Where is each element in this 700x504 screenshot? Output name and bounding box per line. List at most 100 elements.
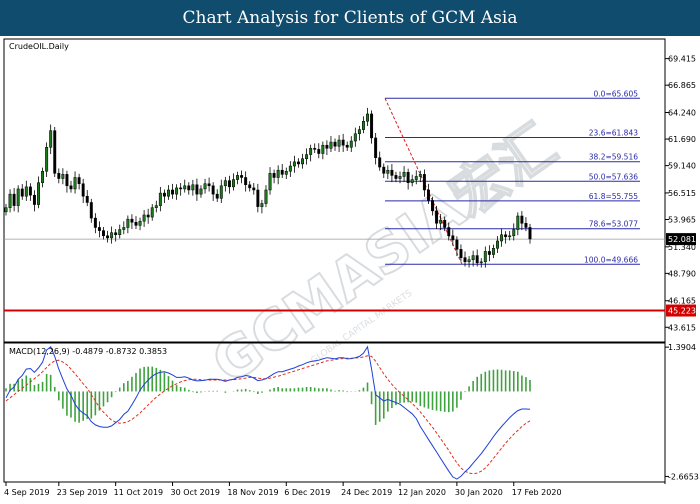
- candle-body: [341, 139, 345, 146]
- candle-body: [53, 130, 57, 174]
- candle-body: [390, 169, 394, 176]
- macd-title: MACD(12,26,9) -0.4879 -0.8732 0.3853: [9, 347, 167, 356]
- macd-tick-label: 1.3904: [668, 343, 696, 352]
- candle-body: [138, 220, 142, 226]
- candle-body: [215, 193, 219, 199]
- candle-body: [77, 177, 81, 184]
- candle-body: [199, 188, 203, 195]
- candle-body: [382, 166, 386, 174]
- price-tick-label: 48.790: [668, 269, 696, 278]
- candle-body: [349, 140, 353, 148]
- price-tick-label: 46.165: [668, 297, 696, 306]
- support-price-badge: [666, 304, 696, 317]
- candle-body: [467, 259, 471, 263]
- candle-body: [195, 184, 199, 195]
- candle-body: [378, 157, 382, 168]
- candle-body: [16, 188, 20, 206]
- candle-body: [361, 121, 365, 130]
- candle-body: [479, 261, 483, 264]
- candle-body: [272, 173, 276, 178]
- macd-indicator: 1.3904 -2.6653: [5, 343, 699, 481]
- candle-body: [102, 230, 105, 237]
- price-tick-label: 56.515: [668, 189, 696, 198]
- candle-body: [130, 218, 134, 223]
- candle-body: [443, 219, 447, 228]
- candle-body: [386, 169, 390, 174]
- candle-body: [321, 144, 325, 154]
- candle-body: [374, 137, 378, 158]
- candle-body: [183, 185, 187, 190]
- candle-body: [134, 222, 138, 226]
- candle-body: [305, 154, 309, 159]
- candle-body: [81, 183, 85, 197]
- candle-body: [292, 161, 296, 167]
- fib-level-label: 78.6=53.077: [589, 220, 638, 229]
- candle-body: [366, 113, 369, 122]
- candle-body: [491, 248, 495, 255]
- candle-body: [496, 240, 499, 249]
- candle-body: [357, 129, 361, 135]
- candle-body: [394, 175, 398, 179]
- candle-body: [337, 139, 341, 147]
- fibonacci-retracement: 0.0=65.605 23.6=61.843 38.2=59.516 50.0=57.…: [384, 89, 640, 265]
- candle-body: [524, 223, 528, 228]
- candle-body: [89, 202, 93, 219]
- candle-body: [37, 182, 40, 205]
- candle-body: [244, 177, 248, 186]
- candle-body: [455, 239, 459, 250]
- candle-body: [475, 255, 479, 264]
- fib-level-label: 0.0=65.605: [594, 89, 639, 98]
- candle-body: [398, 176, 402, 179]
- time-tick-label: 4 Sep 2019: [4, 488, 50, 497]
- candle-body: [500, 234, 504, 242]
- axes: 69.415 66.865 64.240 61.690 59.140 56.515 53.9…: [4, 55, 696, 497]
- candle-body: [284, 170, 288, 175]
- macd-tick-label: -2.6653: [668, 472, 699, 481]
- candle-body: [240, 175, 244, 178]
- candle-body: [158, 192, 162, 206]
- time-tick-label: 11 Oct 2019: [114, 488, 163, 497]
- candle-body: [463, 257, 467, 263]
- candle-body: [150, 207, 154, 218]
- candle-body: [483, 251, 487, 263]
- current-price-badge: [666, 233, 696, 246]
- macd-line: [5, 345, 531, 480]
- page-header: Chart Analysis for Clients of GCM Asia: [0, 0, 700, 36]
- candle-body: [219, 185, 223, 199]
- candle-body: [447, 227, 451, 237]
- price-tick-label: 66.865: [668, 81, 696, 90]
- candle-body: [248, 184, 252, 189]
- candle-body: [32, 194, 36, 205]
- candle-body: [85, 195, 89, 203]
- candle-body: [276, 169, 280, 178]
- price-tick-label: 51.340: [668, 243, 696, 252]
- candle-body: [73, 177, 77, 190]
- candle-body: [207, 183, 211, 187]
- time-tick-label: 30 Jan 2020: [455, 488, 503, 497]
- candle-body: [28, 186, 32, 196]
- candle-body: [431, 200, 434, 212]
- candle-body: [345, 144, 349, 148]
- candle-body: [451, 235, 455, 241]
- candle-body: [410, 179, 414, 183]
- fib-level-label: 61.8=55.755: [589, 192, 638, 201]
- candle-body: [211, 185, 215, 195]
- candle-body: [24, 186, 28, 197]
- time-tick-label: 12 Jan 2020: [398, 488, 446, 497]
- candle-body: [313, 148, 317, 150]
- candle-body: [329, 141, 333, 149]
- candle-body: [512, 229, 516, 237]
- candle-body: [203, 183, 207, 190]
- candle-body: [353, 133, 357, 142]
- candle-body: [422, 174, 426, 191]
- chart-title: CrudeOIL.Daily: [9, 42, 69, 51]
- candle-body: [110, 232, 114, 239]
- candle-body: [504, 234, 508, 238]
- fib-level-label: 23.6=61.843: [589, 128, 638, 137]
- candle-body: [162, 192, 166, 197]
- price-tick-label: 64.240: [668, 109, 696, 118]
- candle-body: [65, 174, 69, 187]
- candle-body: [333, 141, 337, 147]
- candle-body: [296, 161, 300, 165]
- candle-body: [317, 149, 321, 154]
